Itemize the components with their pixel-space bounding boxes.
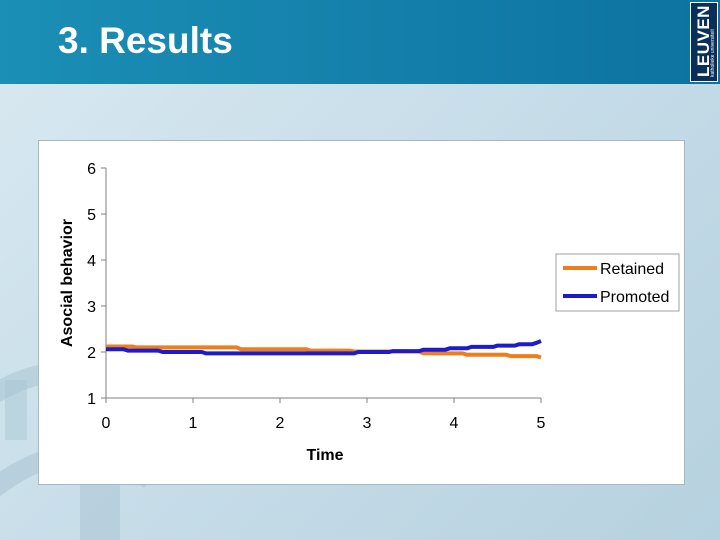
leuven-logo: LEUVEN katholieke universiteit [690,2,718,82]
x-tick-label: 4 [450,415,459,432]
logo-tagline: katholieke universiteit [710,29,716,77]
x-axis-title: Time [306,447,343,464]
legend-label-retained: Retained [600,261,664,278]
x-tick-label: 1 [189,415,198,432]
x-tick-label: 3 [363,415,372,432]
y-tick-label: 6 [87,161,96,178]
series-line-promoted [106,339,542,356]
x-tick-label: 5 [537,415,546,432]
y-tick-label: 4 [87,253,96,270]
y-tick-label: 2 [87,345,96,362]
legend-box [555,253,680,312]
y-tick-label: 1 [87,391,96,408]
x-tick-label: 2 [276,415,285,432]
legend: Retained Promoted [555,253,680,312]
legend-label-promoted: Promoted [600,289,669,306]
y-tick-label: 3 [87,299,96,316]
y-axis-title: Asocial behavior [59,219,76,347]
slide-header: 3. Results LEUVEN katholieke universitei… [0,0,720,84]
slide-title: 3. Results [58,20,233,61]
x-tick-label: 0 [102,415,111,432]
y-tick-label: 5 [87,207,96,224]
